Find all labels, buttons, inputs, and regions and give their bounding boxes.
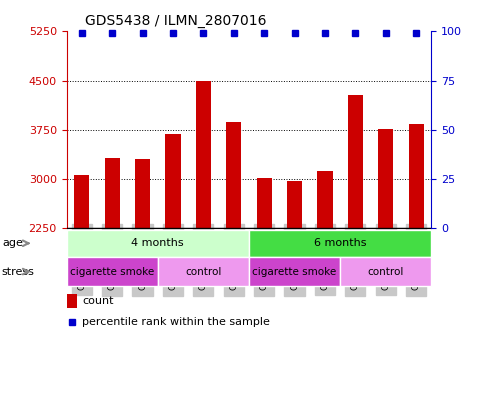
Bar [158, 257, 249, 286]
Bar [196, 81, 211, 228]
Bar [287, 182, 302, 228]
Bar [317, 171, 333, 228]
Bar [67, 294, 77, 308]
Bar [340, 257, 431, 286]
Text: GDS5438 / ILMN_2807016: GDS5438 / ILMN_2807016 [85, 14, 266, 28]
Text: cigarette smoke: cigarette smoke [252, 266, 337, 277]
Bar [409, 124, 424, 228]
Bar [67, 257, 158, 286]
Text: 4 months: 4 months [132, 238, 184, 248]
Bar [226, 123, 242, 228]
Bar [74, 175, 89, 228]
Bar [165, 134, 180, 228]
Text: cigarette smoke: cigarette smoke [70, 266, 154, 277]
Bar [67, 230, 249, 257]
Text: 6 months: 6 months [314, 238, 366, 248]
Text: percentile rank within the sample: percentile rank within the sample [82, 318, 270, 327]
Bar [105, 158, 120, 228]
Bar [249, 230, 431, 257]
Text: age: age [2, 238, 23, 248]
Bar [256, 178, 272, 228]
Text: control: control [185, 266, 221, 277]
Bar [249, 257, 340, 286]
Text: count: count [82, 296, 114, 306]
Bar [135, 158, 150, 228]
Text: stress: stress [1, 266, 34, 277]
Bar [378, 129, 393, 228]
Bar [348, 95, 363, 228]
Text: control: control [368, 266, 404, 277]
